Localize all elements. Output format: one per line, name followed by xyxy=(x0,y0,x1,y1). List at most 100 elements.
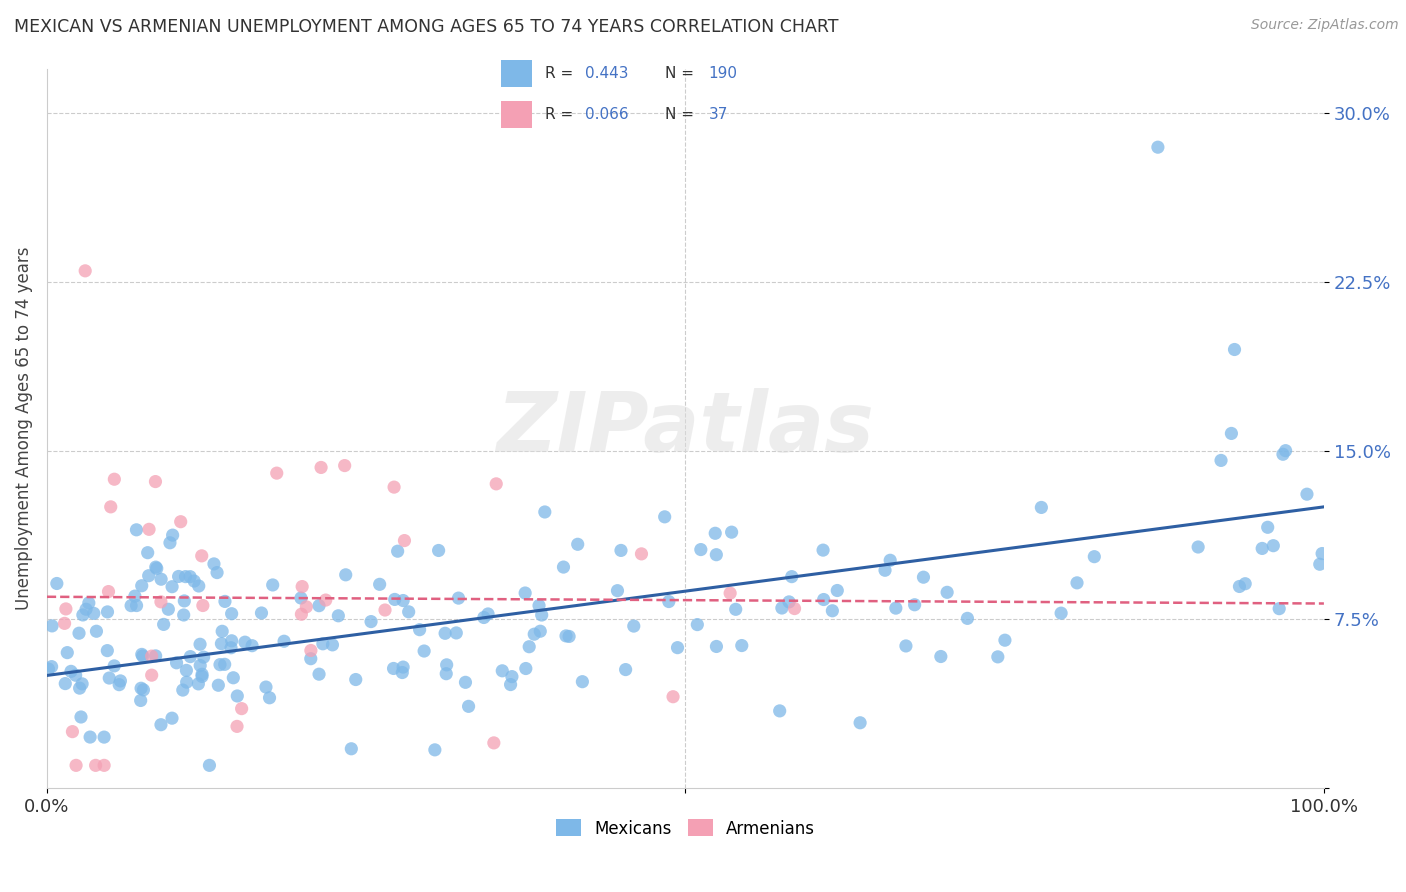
Point xyxy=(904,598,927,612)
Point xyxy=(1251,541,1274,556)
Point xyxy=(436,657,458,672)
Point xyxy=(259,690,281,705)
Point xyxy=(226,689,249,703)
Point xyxy=(149,595,172,609)
Legend: Mexicans, Armenians: Mexicans, Armenians xyxy=(548,813,823,844)
Point xyxy=(614,663,637,677)
Point xyxy=(62,724,84,739)
Point xyxy=(124,589,146,603)
Point xyxy=(198,758,221,772)
Point xyxy=(176,664,198,678)
Point xyxy=(309,460,332,475)
Point xyxy=(55,602,77,616)
Point xyxy=(37,662,59,676)
Point xyxy=(706,640,728,654)
Point xyxy=(69,681,91,695)
Point xyxy=(41,659,63,673)
Point xyxy=(152,617,174,632)
Point xyxy=(1147,140,1170,154)
Point xyxy=(209,637,232,651)
Point xyxy=(686,617,709,632)
Point xyxy=(149,717,172,731)
Point xyxy=(811,543,834,558)
Point xyxy=(45,576,67,591)
Point xyxy=(821,604,844,618)
Point xyxy=(65,668,87,682)
Point xyxy=(1257,520,1279,534)
Point xyxy=(689,542,711,557)
Point xyxy=(1310,547,1333,561)
Point xyxy=(183,574,205,588)
Point xyxy=(384,592,406,607)
Point xyxy=(956,611,979,625)
Point xyxy=(1209,453,1232,467)
Point xyxy=(53,676,76,690)
Point xyxy=(190,549,212,563)
Point xyxy=(912,570,935,584)
Point xyxy=(125,523,148,537)
Point xyxy=(423,743,446,757)
Point xyxy=(769,704,792,718)
Point xyxy=(387,544,409,558)
Point xyxy=(477,607,499,621)
Point xyxy=(125,599,148,613)
Point xyxy=(138,522,160,536)
Point xyxy=(1031,500,1053,515)
Point xyxy=(571,674,593,689)
Text: N =: N = xyxy=(665,66,699,80)
Point xyxy=(308,667,330,681)
Point xyxy=(160,711,183,725)
Point xyxy=(394,533,416,548)
Point xyxy=(328,608,350,623)
Point xyxy=(273,634,295,648)
Point xyxy=(170,515,193,529)
Point xyxy=(141,649,163,664)
Point xyxy=(335,567,357,582)
Text: 190: 190 xyxy=(709,66,738,80)
Point xyxy=(457,699,479,714)
Point xyxy=(162,528,184,542)
Point xyxy=(240,639,263,653)
Point xyxy=(472,610,495,624)
Point xyxy=(145,561,167,575)
Point xyxy=(662,690,685,704)
Point xyxy=(1271,447,1294,461)
Point xyxy=(96,605,118,619)
Text: N =: N = xyxy=(665,107,699,121)
Point xyxy=(813,592,835,607)
Point xyxy=(138,568,160,582)
Text: MEXICAN VS ARMENIAN UNEMPLOYMENT AMONG AGES 65 TO 74 YEARS CORRELATION CHART: MEXICAN VS ARMENIAN UNEMPLOYMENT AMONG A… xyxy=(14,18,838,36)
Point xyxy=(254,680,277,694)
Point xyxy=(70,710,93,724)
Point xyxy=(202,557,225,571)
Point xyxy=(179,569,201,583)
Point xyxy=(299,651,322,665)
Point xyxy=(226,719,249,733)
Point xyxy=(1066,575,1088,590)
Point xyxy=(191,669,214,683)
Point xyxy=(879,553,901,567)
Point xyxy=(724,602,747,616)
Point xyxy=(501,670,523,684)
Point xyxy=(308,599,330,613)
FancyBboxPatch shape xyxy=(502,101,533,128)
Point xyxy=(555,629,578,643)
Point xyxy=(188,658,211,673)
Point xyxy=(780,569,803,583)
Point xyxy=(179,649,201,664)
Point xyxy=(374,603,396,617)
Point xyxy=(145,560,167,574)
Point xyxy=(1263,539,1285,553)
Point xyxy=(65,758,87,772)
Point xyxy=(83,607,105,621)
Point xyxy=(187,677,209,691)
Point xyxy=(70,677,93,691)
Point xyxy=(987,649,1010,664)
Point xyxy=(214,657,236,672)
Point xyxy=(231,701,253,715)
Point xyxy=(434,626,457,640)
Point xyxy=(79,730,101,744)
Point xyxy=(207,678,229,692)
Point xyxy=(129,681,152,696)
Point xyxy=(527,599,550,613)
